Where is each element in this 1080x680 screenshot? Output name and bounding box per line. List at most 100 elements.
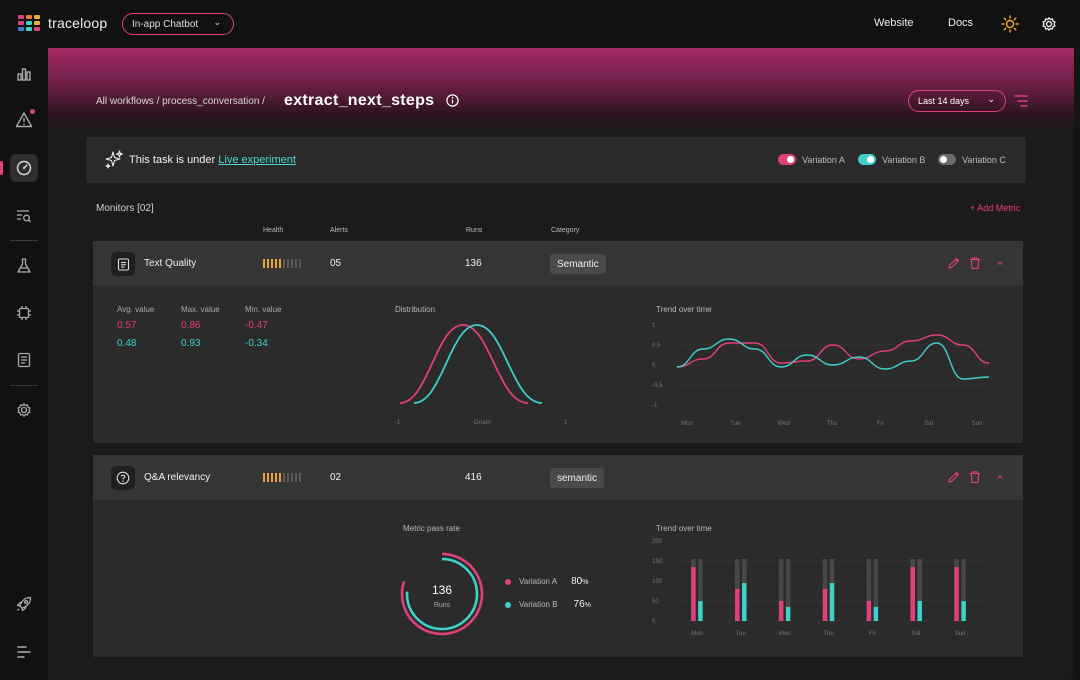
search-list-icon[interactable] (12, 204, 36, 228)
flask-icon[interactable] (12, 254, 36, 278)
x-tick-label: Mon (691, 631, 703, 637)
alerts-count: 05 (330, 258, 342, 269)
y-tick-label: -0.5 (652, 383, 663, 389)
delete-icon[interactable] (968, 470, 982, 484)
alert-icon[interactable] (12, 108, 36, 132)
docs-link[interactable]: Docs (948, 17, 974, 29)
bar (910, 567, 915, 621)
toggle-switch[interactable] (778, 154, 796, 165)
bar (961, 601, 966, 621)
date-range-value: Last 14 days (918, 96, 970, 106)
health-segment (271, 259, 273, 268)
chevron-up-icon[interactable] (993, 256, 1007, 270)
y-tick-label: 1 (652, 323, 656, 329)
stat-label: Avg. value (117, 305, 155, 314)
pass-rate-title: Metric pass rate (403, 524, 460, 533)
max-value-b: 0.93 (181, 338, 201, 349)
menu-icon[interactable] (12, 640, 36, 664)
gear-icon[interactable] (1040, 15, 1058, 33)
settings-icon[interactable] (12, 398, 36, 422)
edit-icon[interactable] (947, 256, 961, 270)
column-header-alerts: Alerts (330, 227, 348, 234)
date-range-select[interactable]: Last 14 days ⌄ (908, 90, 1006, 112)
rocket-icon[interactable] (12, 592, 36, 616)
health-segment (263, 473, 265, 482)
alerts-count: 02 (330, 472, 342, 483)
document-icon[interactable] (12, 348, 36, 372)
column-header-runs: Runs (466, 227, 483, 234)
app-name: traceloop (48, 15, 108, 31)
bar (822, 589, 828, 621)
page-header (48, 48, 1074, 132)
category-badge: Semantic (550, 254, 606, 274)
health-segment (275, 259, 277, 268)
health-bar (263, 259, 301, 268)
monitor-row[interactable]: Q&A relevancy 02 416 semantic (93, 455, 1023, 501)
live-experiment-link[interactable]: Live experiment (218, 154, 296, 166)
main-content: All workflows / process_conversation / e… (48, 48, 1074, 680)
document-icon (111, 252, 135, 276)
health-segment (287, 473, 289, 482)
stat-label: Max. value (181, 305, 220, 314)
help-icon (111, 466, 135, 490)
delete-icon[interactable] (968, 256, 982, 270)
add-metric-button[interactable]: + Add Metric (970, 203, 1021, 213)
health-segment (267, 473, 269, 482)
edit-icon[interactable] (947, 470, 961, 484)
sun-icon[interactable] (1001, 15, 1019, 33)
toggle-switch[interactable] (858, 154, 876, 165)
avg-value-b: 0.48 (117, 338, 137, 349)
health-segment (267, 259, 269, 268)
health-segment (299, 473, 301, 482)
variation-c-label: Variation C (962, 154, 1006, 165)
variation-b-label: Variation B (882, 154, 926, 165)
health-segment (279, 473, 281, 482)
breadcrumb[interactable]: All workflows / process_conversation / (96, 96, 265, 107)
health-segment (291, 473, 293, 482)
bar (917, 601, 922, 621)
variation-a-label: Variation A (802, 154, 845, 165)
experiment-banner: This task is under Live experiment Varia… (86, 137, 1026, 183)
x-tick-label: Fri (869, 631, 876, 637)
monitor-name: Text Quality (144, 258, 197, 269)
experiment-prefix: This task is under (129, 154, 216, 166)
info-icon[interactable] (446, 94, 459, 107)
sidebar-divider (10, 240, 38, 241)
bar (691, 567, 696, 621)
health-bar (263, 473, 301, 482)
y-tick-label: 0.5 (652, 343, 661, 349)
bar (778, 601, 784, 621)
variation-c-toggle[interactable]: Variation C (938, 154, 1006, 165)
x-tick-label: Sun (972, 421, 983, 427)
bar-chart-icon[interactable] (12, 62, 36, 86)
toggle-switch[interactable] (938, 154, 956, 165)
monitor-row[interactable]: Text Quality 05 136 Semantic (93, 241, 1023, 287)
variation-b-toggle[interactable]: Variation B (858, 154, 925, 165)
avg-value-a: 0.57 (117, 320, 137, 331)
column-header-category: Category (551, 227, 580, 234)
series-line (676, 338, 990, 380)
legend-label: Variation B (519, 600, 558, 609)
chip-icon[interactable] (12, 301, 36, 325)
website-link[interactable]: Website (874, 17, 914, 29)
monitor-name: Q&A relevancy (144, 472, 211, 483)
sidebar (0, 48, 48, 680)
legend-label: Variation A (519, 577, 558, 586)
bar (873, 607, 879, 621)
stat-label: Min. value (245, 305, 282, 314)
trend-title: Trend over time (656, 524, 712, 533)
filter-icon[interactable] (1014, 94, 1028, 108)
gauge-icon[interactable] (10, 154, 38, 182)
bar-background (917, 559, 922, 621)
bar (698, 601, 703, 621)
variation-a-toggle[interactable]: Variation A (778, 154, 845, 165)
chevron-up-icon[interactable] (993, 470, 1007, 484)
health-segment (283, 473, 285, 482)
app-selector[interactable]: In-app Chatbot ⌄ (122, 13, 234, 35)
monitor-card-text-quality: Text Quality 05 136 Semantic Avg. value … (93, 241, 1023, 443)
x-tick-label: Sat (924, 421, 933, 427)
trend-title: Trend over time (656, 305, 712, 314)
sidebar-divider (10, 385, 38, 386)
y-tick-label: 50 (652, 599, 659, 605)
logo[interactable]: traceloop (18, 15, 107, 31)
